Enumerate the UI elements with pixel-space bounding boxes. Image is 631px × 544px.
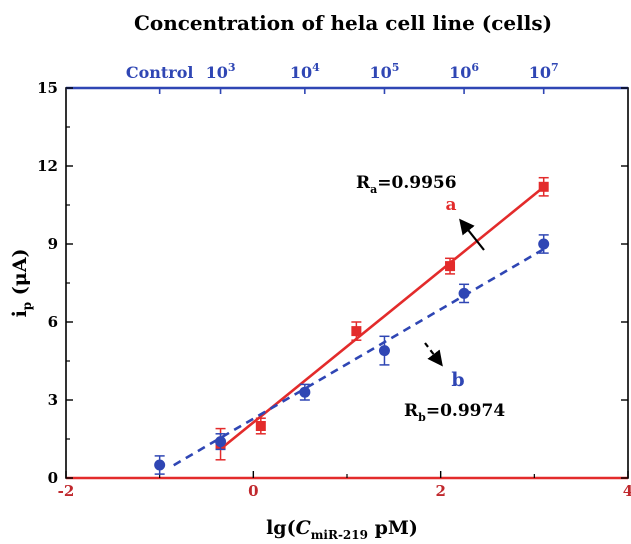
y-axis-label: ip (μA) (9, 249, 34, 318)
r-label-a-value: =0.9956 (377, 173, 456, 193)
x-tick-label: 2 (435, 482, 445, 500)
x-axis-label-sub: miR-219 (311, 528, 368, 542)
y-tick-label: 12 (37, 157, 58, 175)
y-tick-label: 6 (48, 313, 58, 331)
data-point-b (299, 386, 311, 398)
top-tick-label: 104 (290, 61, 320, 82)
x-tick-label: -2 (58, 482, 75, 500)
r-label-b-main: R (404, 401, 419, 421)
top-tick-base: 10 (290, 63, 312, 82)
data-point-b (378, 345, 390, 357)
top-tick-label: Control (126, 63, 194, 82)
data-point-b (154, 459, 166, 471)
x-tick-label: 4 (623, 482, 631, 500)
data-point-a (445, 261, 456, 272)
x-axis-label-suffix: pM) (368, 517, 418, 539)
top-tick-base: 10 (206, 63, 228, 82)
y-axis-label-main: i (9, 310, 31, 317)
y-axis-label-unit: (μA) (9, 249, 31, 302)
data-point-b (538, 238, 550, 250)
r-label-b: Rb=0.9974 (404, 401, 505, 424)
top-tick-exponent: 7 (551, 61, 559, 74)
y-tick-label: 9 (48, 235, 58, 253)
top-tick-label: 105 (370, 61, 400, 82)
data-point-b (458, 287, 470, 299)
data-point-a (351, 326, 362, 337)
top-tick-base: 10 (449, 63, 471, 82)
arrow-a (459, 218, 485, 251)
chart-title: Concentration of hela cell line (cells) (134, 11, 552, 35)
plot-frame (65, 87, 629, 479)
data-point-b (215, 436, 227, 448)
top-tick-base: 10 (370, 63, 392, 82)
r-label-a-main: R (356, 173, 371, 193)
r-label-a-sub: a (370, 183, 377, 196)
top-tick-label: 103 (206, 61, 236, 82)
top-tick-label: 107 (529, 61, 559, 82)
fit-line-b (173, 248, 545, 467)
series-label-b: b (451, 369, 464, 391)
y-tick-label: 0 (48, 469, 58, 487)
y-tick-label: 3 (48, 391, 58, 409)
r-label-a: Ra=0.9956 (356, 173, 457, 196)
r-label-b-sub: b (418, 411, 426, 424)
x-axis-label-prefix: lg( (266, 517, 296, 539)
x-axis-label: lg(CmiR-219 pM) (266, 517, 418, 542)
top-tick-exponent: 6 (471, 61, 479, 74)
top-tick-label: 106 (449, 61, 479, 82)
x-tick-label: 0 (248, 482, 258, 500)
top-tick-exponent: 5 (392, 61, 400, 74)
arrow-b (424, 342, 443, 367)
data-point-a (255, 421, 266, 431)
y-axis-label-sub: p (20, 302, 34, 310)
top-tick-exponent: 4 (312, 61, 320, 74)
top-tick-exponent: 3 (228, 61, 236, 74)
r-label-b-value: =0.9974 (426, 401, 505, 421)
data-point-a (538, 181, 549, 192)
x-axis-label-italic: C (296, 517, 311, 539)
y-tick-label: 15 (37, 79, 58, 97)
top-tick-text: Control (126, 63, 194, 82)
top-tick-base: 10 (529, 63, 551, 82)
series-label-a: a (445, 195, 456, 215)
